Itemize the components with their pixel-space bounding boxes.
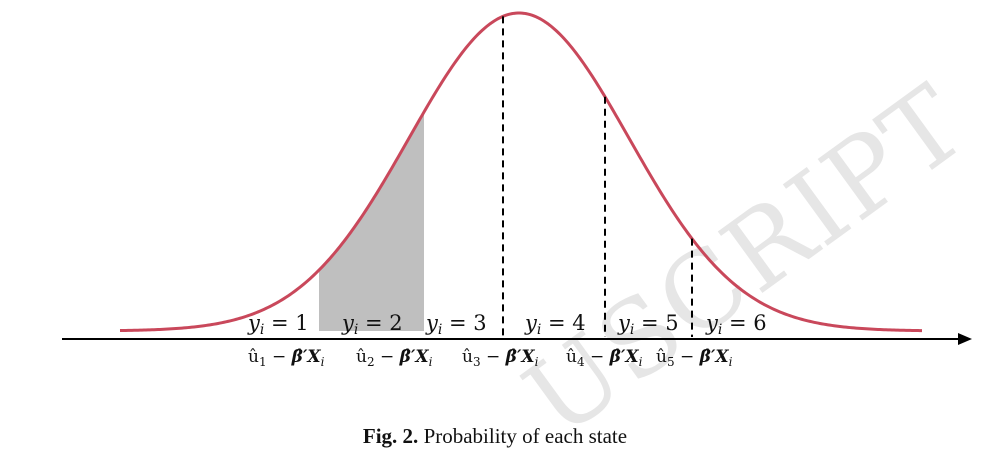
figure-caption: Fig. 2. Probability of each state xyxy=(0,424,990,449)
threshold-label-4: û4 − β̂′Xi xyxy=(566,347,643,369)
shaded-probability-region xyxy=(319,111,424,332)
state-label-5: yi = 5 xyxy=(617,311,679,338)
threshold-label-5: û5 − β̂′Xi xyxy=(656,347,733,369)
watermark-text: USCRIPT xyxy=(503,61,988,451)
state-label-6: yi = 6 xyxy=(705,311,767,338)
state-label-3: yi = 3 xyxy=(425,311,487,338)
state-label-1: yi = 1 xyxy=(247,311,309,338)
caption-prefix: Fig. 2. xyxy=(362,424,419,448)
state-label-4: yi = 4 xyxy=(524,311,586,338)
state-label-2: yi = 2 xyxy=(341,311,403,338)
x-axis-arrowhead xyxy=(958,333,972,345)
bell-curve xyxy=(119,11,923,333)
threshold-label-3: û3 − β̂′Xi xyxy=(462,347,539,369)
threshold-label-2: û2 − β̂′Xi xyxy=(356,347,433,369)
threshold-label-1: û1 − β̂′Xi xyxy=(248,347,325,369)
caption-text: Probability of each state xyxy=(423,424,628,448)
